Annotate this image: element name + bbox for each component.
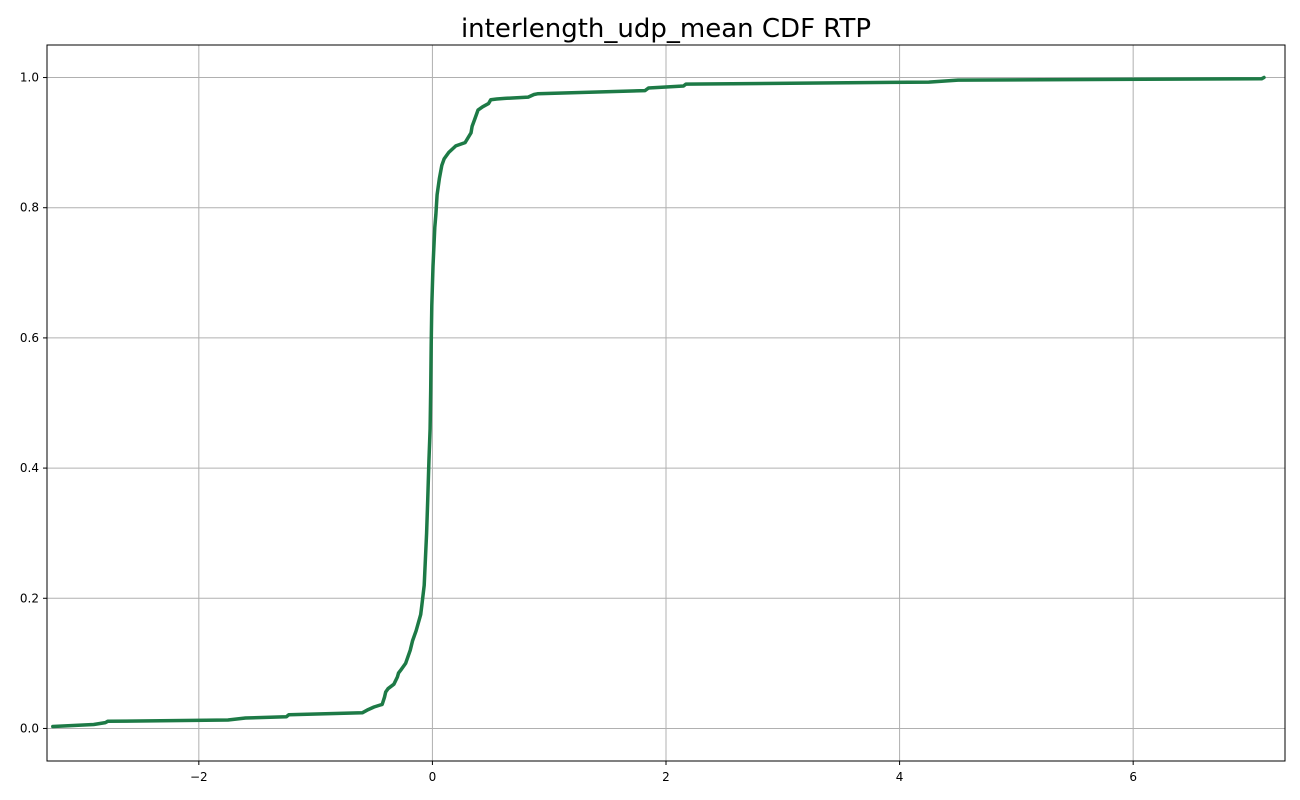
- x-tick-label: −2: [190, 770, 208, 784]
- y-tick-label: 0.6: [20, 331, 39, 345]
- x-tick-label: 4: [896, 770, 904, 784]
- series-layer: [51, 75, 1266, 729]
- chart-title: interlength_udp_mean CDF RTP: [461, 14, 871, 44]
- y-axis: 0.0 0.2 0.4 0.6 0.8 1.0: [20, 71, 47, 735]
- x-tick-label: 6: [1129, 770, 1137, 784]
- cdf-series-line: [51, 75, 1266, 729]
- y-tick-label: 0.2: [20, 591, 39, 605]
- y-tick-label: 0.0: [20, 721, 39, 735]
- y-tick-label: 0.8: [20, 201, 39, 215]
- x-tick-label: 0: [429, 770, 437, 784]
- x-axis: −2 0 2 4 6: [190, 761, 1137, 784]
- x-tick-label: 2: [662, 770, 670, 784]
- y-tick-label: 1.0: [20, 71, 39, 85]
- y-tick-label: 0.4: [20, 461, 39, 475]
- grid-lines: [47, 45, 1285, 761]
